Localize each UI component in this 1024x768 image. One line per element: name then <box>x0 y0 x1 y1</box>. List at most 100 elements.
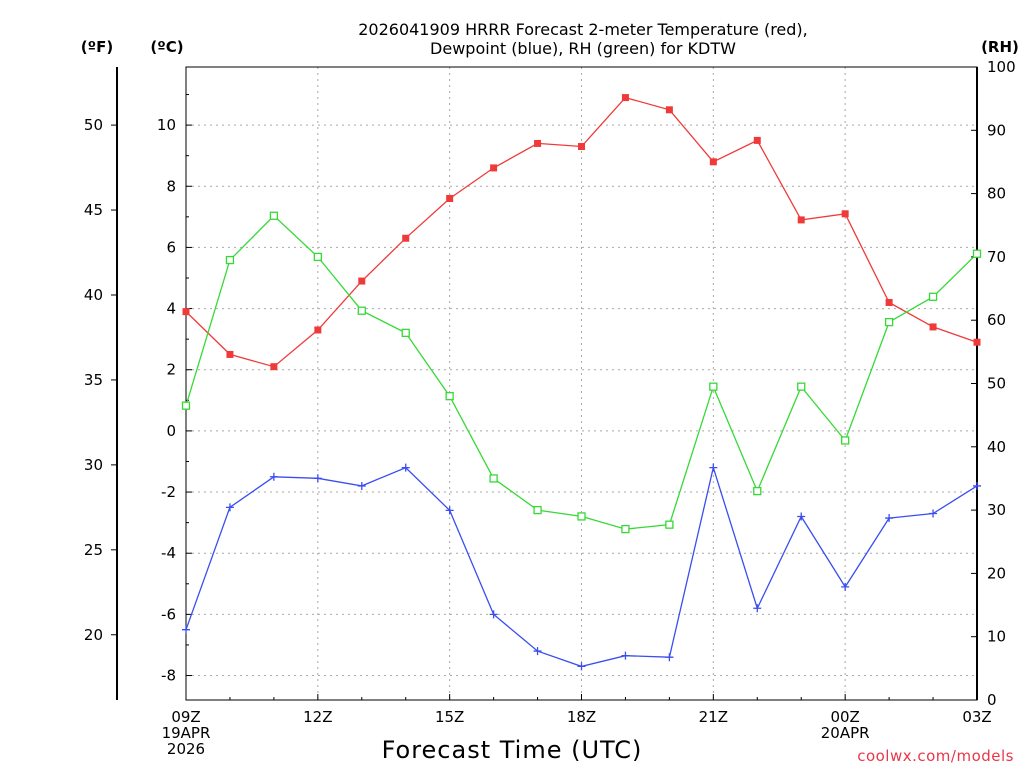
temperature-point <box>841 210 849 218</box>
celsius-tick-label: 10 <box>157 116 176 134</box>
chart-title-line-1: 2026041909 HRRR Forecast 2-meter Tempera… <box>358 20 808 39</box>
dewpoint-point <box>709 463 718 472</box>
rh-tick-label: 20 <box>987 564 1006 582</box>
temperature-point <box>182 308 190 316</box>
temperature-point <box>885 298 893 306</box>
grid-lines <box>186 67 977 700</box>
celsius-tick-label: 0 <box>166 422 176 440</box>
rh-point <box>621 524 630 534</box>
fahrenheit-tick-label: 25 <box>84 541 103 559</box>
dewpoint-point <box>445 506 454 515</box>
rh-point <box>709 382 718 391</box>
rh-point <box>797 382 806 391</box>
dewpoint-point <box>885 514 894 523</box>
rh-point <box>533 505 542 515</box>
x-tick-label: 15Z <box>435 708 464 726</box>
dewpoint-point <box>182 625 190 634</box>
rh-point <box>665 520 674 529</box>
dewpoint-point <box>797 512 806 521</box>
rh-point <box>928 292 938 301</box>
dewpoint-point <box>929 509 938 518</box>
dewpoint-point <box>313 474 322 483</box>
dewpoint-point <box>665 653 674 662</box>
dewpoint-point <box>841 582 850 591</box>
temperature-point <box>490 164 498 172</box>
temperature-point <box>402 234 410 242</box>
x-tick-label: 20APR <box>821 724 870 742</box>
temperature-point <box>270 363 278 371</box>
temperature-point <box>621 94 629 102</box>
x-tick-label: 12Z <box>303 708 332 726</box>
rh-point <box>753 486 762 496</box>
rh-point <box>313 252 322 262</box>
rh-tick-label: 50 <box>987 375 1006 393</box>
fahrenheit-tick-label: 50 <box>84 116 103 134</box>
x-tick-label: 18Z <box>567 708 596 726</box>
rh-tick-label: 40 <box>987 438 1006 456</box>
dewpoint-point <box>401 463 410 472</box>
dewpoint-point <box>973 481 981 490</box>
dewpoint-point <box>357 481 366 490</box>
rh-point <box>401 328 410 338</box>
temperature-point <box>753 136 761 144</box>
celsius-tick-label: 8 <box>166 177 176 195</box>
rh-tick-label: 30 <box>987 501 1006 519</box>
celsius-unit-label: (ºC) <box>150 38 183 56</box>
temperature-point <box>665 106 673 114</box>
celsius-tick-label: -2 <box>161 483 176 501</box>
celsius-tick-label: -6 <box>161 605 176 623</box>
dewpoint-point <box>577 662 586 671</box>
fahrenheit-tick-label: 20 <box>84 626 103 644</box>
temperature-point <box>929 323 937 331</box>
rh-tick-label: 90 <box>987 121 1006 139</box>
x-tick-label: 2026 <box>167 740 205 758</box>
temperature-point <box>314 326 322 334</box>
temperature-point <box>797 216 805 224</box>
temperature-point <box>709 158 717 166</box>
dewpoint-point <box>269 472 278 481</box>
rh-point <box>445 392 454 401</box>
plot-frame <box>185 66 978 701</box>
fahrenheit-tick-label: 40 <box>84 286 103 304</box>
fahrenheit-unit-label: (ºF) <box>81 38 113 56</box>
rh-point <box>181 401 191 410</box>
temperature-point <box>358 277 366 285</box>
fahrenheit-tick-label: 45 <box>84 201 103 219</box>
temperature-point <box>973 338 981 346</box>
x-tick-label: 21Z <box>699 708 728 726</box>
dewpoint-point <box>621 651 630 660</box>
rh-tick-label: 60 <box>987 311 1006 329</box>
dewpoint-point <box>225 503 234 512</box>
series-group <box>181 94 982 671</box>
fahrenheit-tick-label: 30 <box>84 456 103 474</box>
rh-point <box>841 436 850 445</box>
chart-title-line-2: Dewpoint (blue), RH (green) for KDTW <box>430 39 736 58</box>
dewpoint-point <box>533 647 542 656</box>
celsius-tick-label: 6 <box>166 238 176 256</box>
rh-tick-label: 10 <box>987 628 1006 646</box>
temperature-point <box>578 143 585 151</box>
rh-point <box>269 211 279 220</box>
x-tick-label: 03Z <box>962 708 991 726</box>
x-tick-label: 00Z <box>830 708 859 726</box>
rh-tick-label: 70 <box>987 248 1006 266</box>
dewpoint-point <box>753 604 762 613</box>
credit-label: coolwx.com/models <box>857 747 1014 765</box>
dewpoint-point <box>489 610 498 619</box>
celsius-tick-label: -4 <box>161 544 176 562</box>
x-tick-label: 09Z <box>171 708 200 726</box>
celsius-tick-label: 2 <box>166 361 176 379</box>
celsius-tick-label: 4 <box>166 300 176 318</box>
x-axis-label: Forecast Time (UTC) <box>382 736 643 764</box>
fahrenheit-tick-label: 35 <box>84 371 103 389</box>
rh-tick-label: 100 <box>987 58 1016 76</box>
rh-point <box>972 249 982 258</box>
rh-point <box>884 317 894 327</box>
rh-point <box>489 474 498 483</box>
rh-unit-label: (RH) <box>981 38 1019 56</box>
temperature-point <box>534 139 542 147</box>
temperature-point <box>226 350 234 358</box>
temperature-point <box>446 194 454 202</box>
